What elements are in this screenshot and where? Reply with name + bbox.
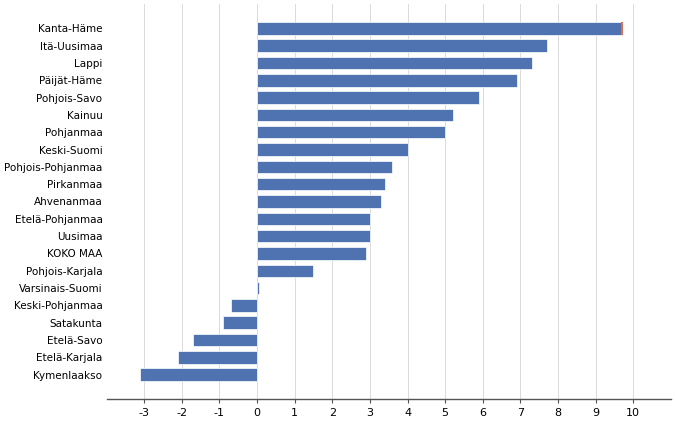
Bar xyxy=(257,126,445,138)
Bar xyxy=(257,178,385,190)
Bar xyxy=(257,109,453,121)
Bar xyxy=(257,161,392,173)
Bar xyxy=(257,92,479,104)
Bar xyxy=(257,143,408,156)
Bar xyxy=(140,368,257,381)
Bar xyxy=(257,74,516,87)
Bar xyxy=(193,334,257,346)
Bar xyxy=(223,316,257,329)
Bar xyxy=(178,351,257,363)
Bar xyxy=(257,195,381,208)
Bar xyxy=(257,213,370,225)
Bar xyxy=(257,39,547,52)
Bar xyxy=(257,22,622,35)
Bar xyxy=(231,299,257,311)
Bar xyxy=(257,265,313,277)
Bar xyxy=(257,247,366,260)
Bar xyxy=(257,57,532,69)
Bar xyxy=(257,282,259,294)
Bar xyxy=(257,230,370,242)
